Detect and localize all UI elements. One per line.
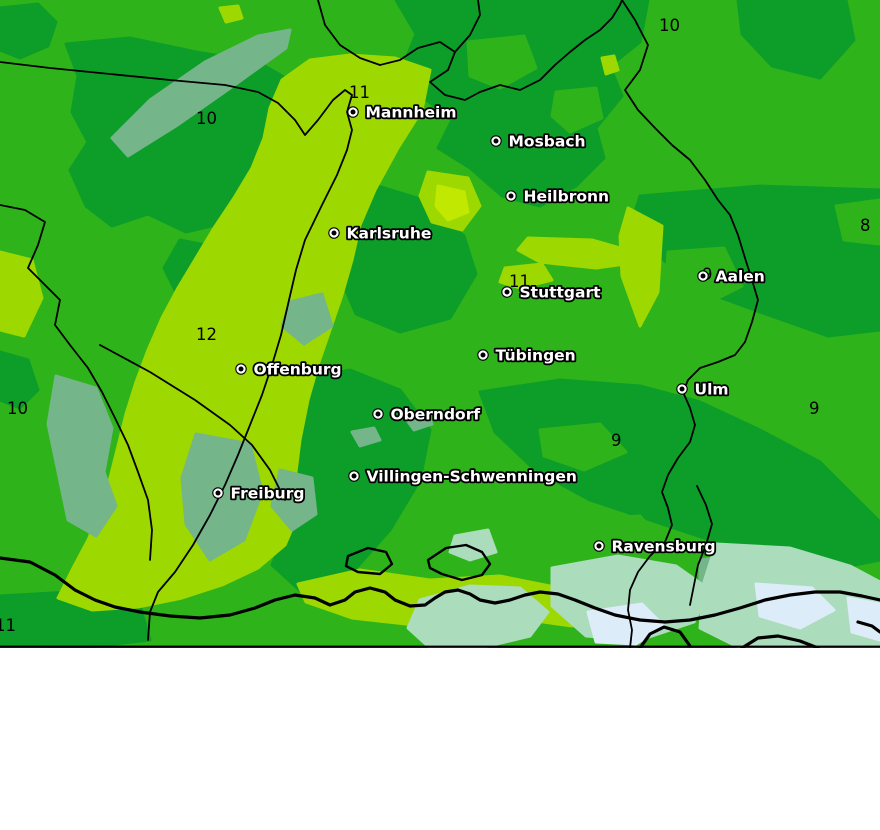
city-marker-group: Villingen-SchwenningenVillingen-Schwenni…: [348, 466, 579, 487]
city-label: Oberndorf: [391, 406, 481, 424]
temp-label: 12: [196, 325, 217, 344]
city-label: Mannheim: [366, 104, 457, 122]
city-dot-center: [375, 411, 381, 417]
city-dot-center: [480, 352, 486, 358]
temp-label: 9: [809, 399, 820, 418]
city-dot-center: [596, 543, 602, 549]
temp-label: 11: [509, 272, 530, 291]
city-label-outline: Tübingen: [496, 347, 576, 365]
city-dot-center: [238, 366, 244, 372]
temp-label: 11: [0, 616, 16, 635]
city-label: Stuttgart: [520, 284, 602, 302]
city-label: Freiburg: [231, 485, 305, 503]
city-dot-center: [331, 230, 337, 236]
borders-layer: [0, 0, 880, 650]
city-label: Villingen-Schwenningen: [367, 468, 577, 486]
city-dot-center: [504, 289, 510, 295]
temperature-map-svg: 101110891112109911 MannheimMannheimMosba…: [0, 0, 880, 650]
temp-label: 8: [860, 216, 871, 235]
city-dot-center: [351, 473, 357, 479]
map-bottom-frame: [0, 645, 880, 648]
temp-label: 11: [349, 83, 370, 102]
city-label: Aalen: [716, 268, 765, 286]
temperature-labels-layer: 101110891112109911: [0, 16, 871, 635]
city-label-outline: Heilbronn: [524, 188, 610, 206]
city-dot-center: [679, 386, 685, 392]
city-label: Ravensburg: [612, 538, 716, 556]
city-label-outline: Aalen: [716, 268, 765, 286]
city-label-outline: Villingen-Schwenningen: [367, 468, 577, 486]
city-label: Tübingen: [496, 347, 576, 365]
terrain-regions-layer: [0, 0, 880, 650]
city-label-outline: Mosbach: [509, 133, 586, 151]
temp-label: 10: [7, 399, 28, 418]
city-label: Mosbach: [509, 133, 586, 151]
city-label-outline: Ravensburg: [612, 538, 716, 556]
city-label-outline: Offenburg: [254, 361, 342, 379]
city-label-outline: Mannheim: [366, 104, 457, 122]
city-label-outline: Oberndorf: [391, 406, 481, 424]
footer: Temperatur in 2m (in °C) Modell: ICON-D2…: [0, 648, 880, 830]
city-label-outline: Ulm: [695, 381, 729, 399]
city-dot-center: [215, 490, 221, 496]
temp-label: 10: [659, 16, 680, 35]
city-label: Heilbronn: [524, 188, 610, 206]
temperature-map: 101110891112109911 MannheimMannheimMosba…: [0, 0, 880, 650]
city-dot-center: [493, 138, 499, 144]
city-dot-center: [350, 109, 356, 115]
city-label-outline: Stuttgart: [520, 284, 602, 302]
temp-label: 9: [611, 431, 622, 450]
city-label: Ulm: [695, 381, 729, 399]
city-label: Offenburg: [254, 361, 342, 379]
city-label-outline: Freiburg: [231, 485, 305, 503]
city-label-outline: Karlsruhe: [347, 225, 432, 243]
city-dot-center: [508, 193, 514, 199]
city-label: Karlsruhe: [347, 225, 432, 243]
city-dot-center: [700, 273, 706, 279]
temp-label: 10: [196, 109, 217, 128]
